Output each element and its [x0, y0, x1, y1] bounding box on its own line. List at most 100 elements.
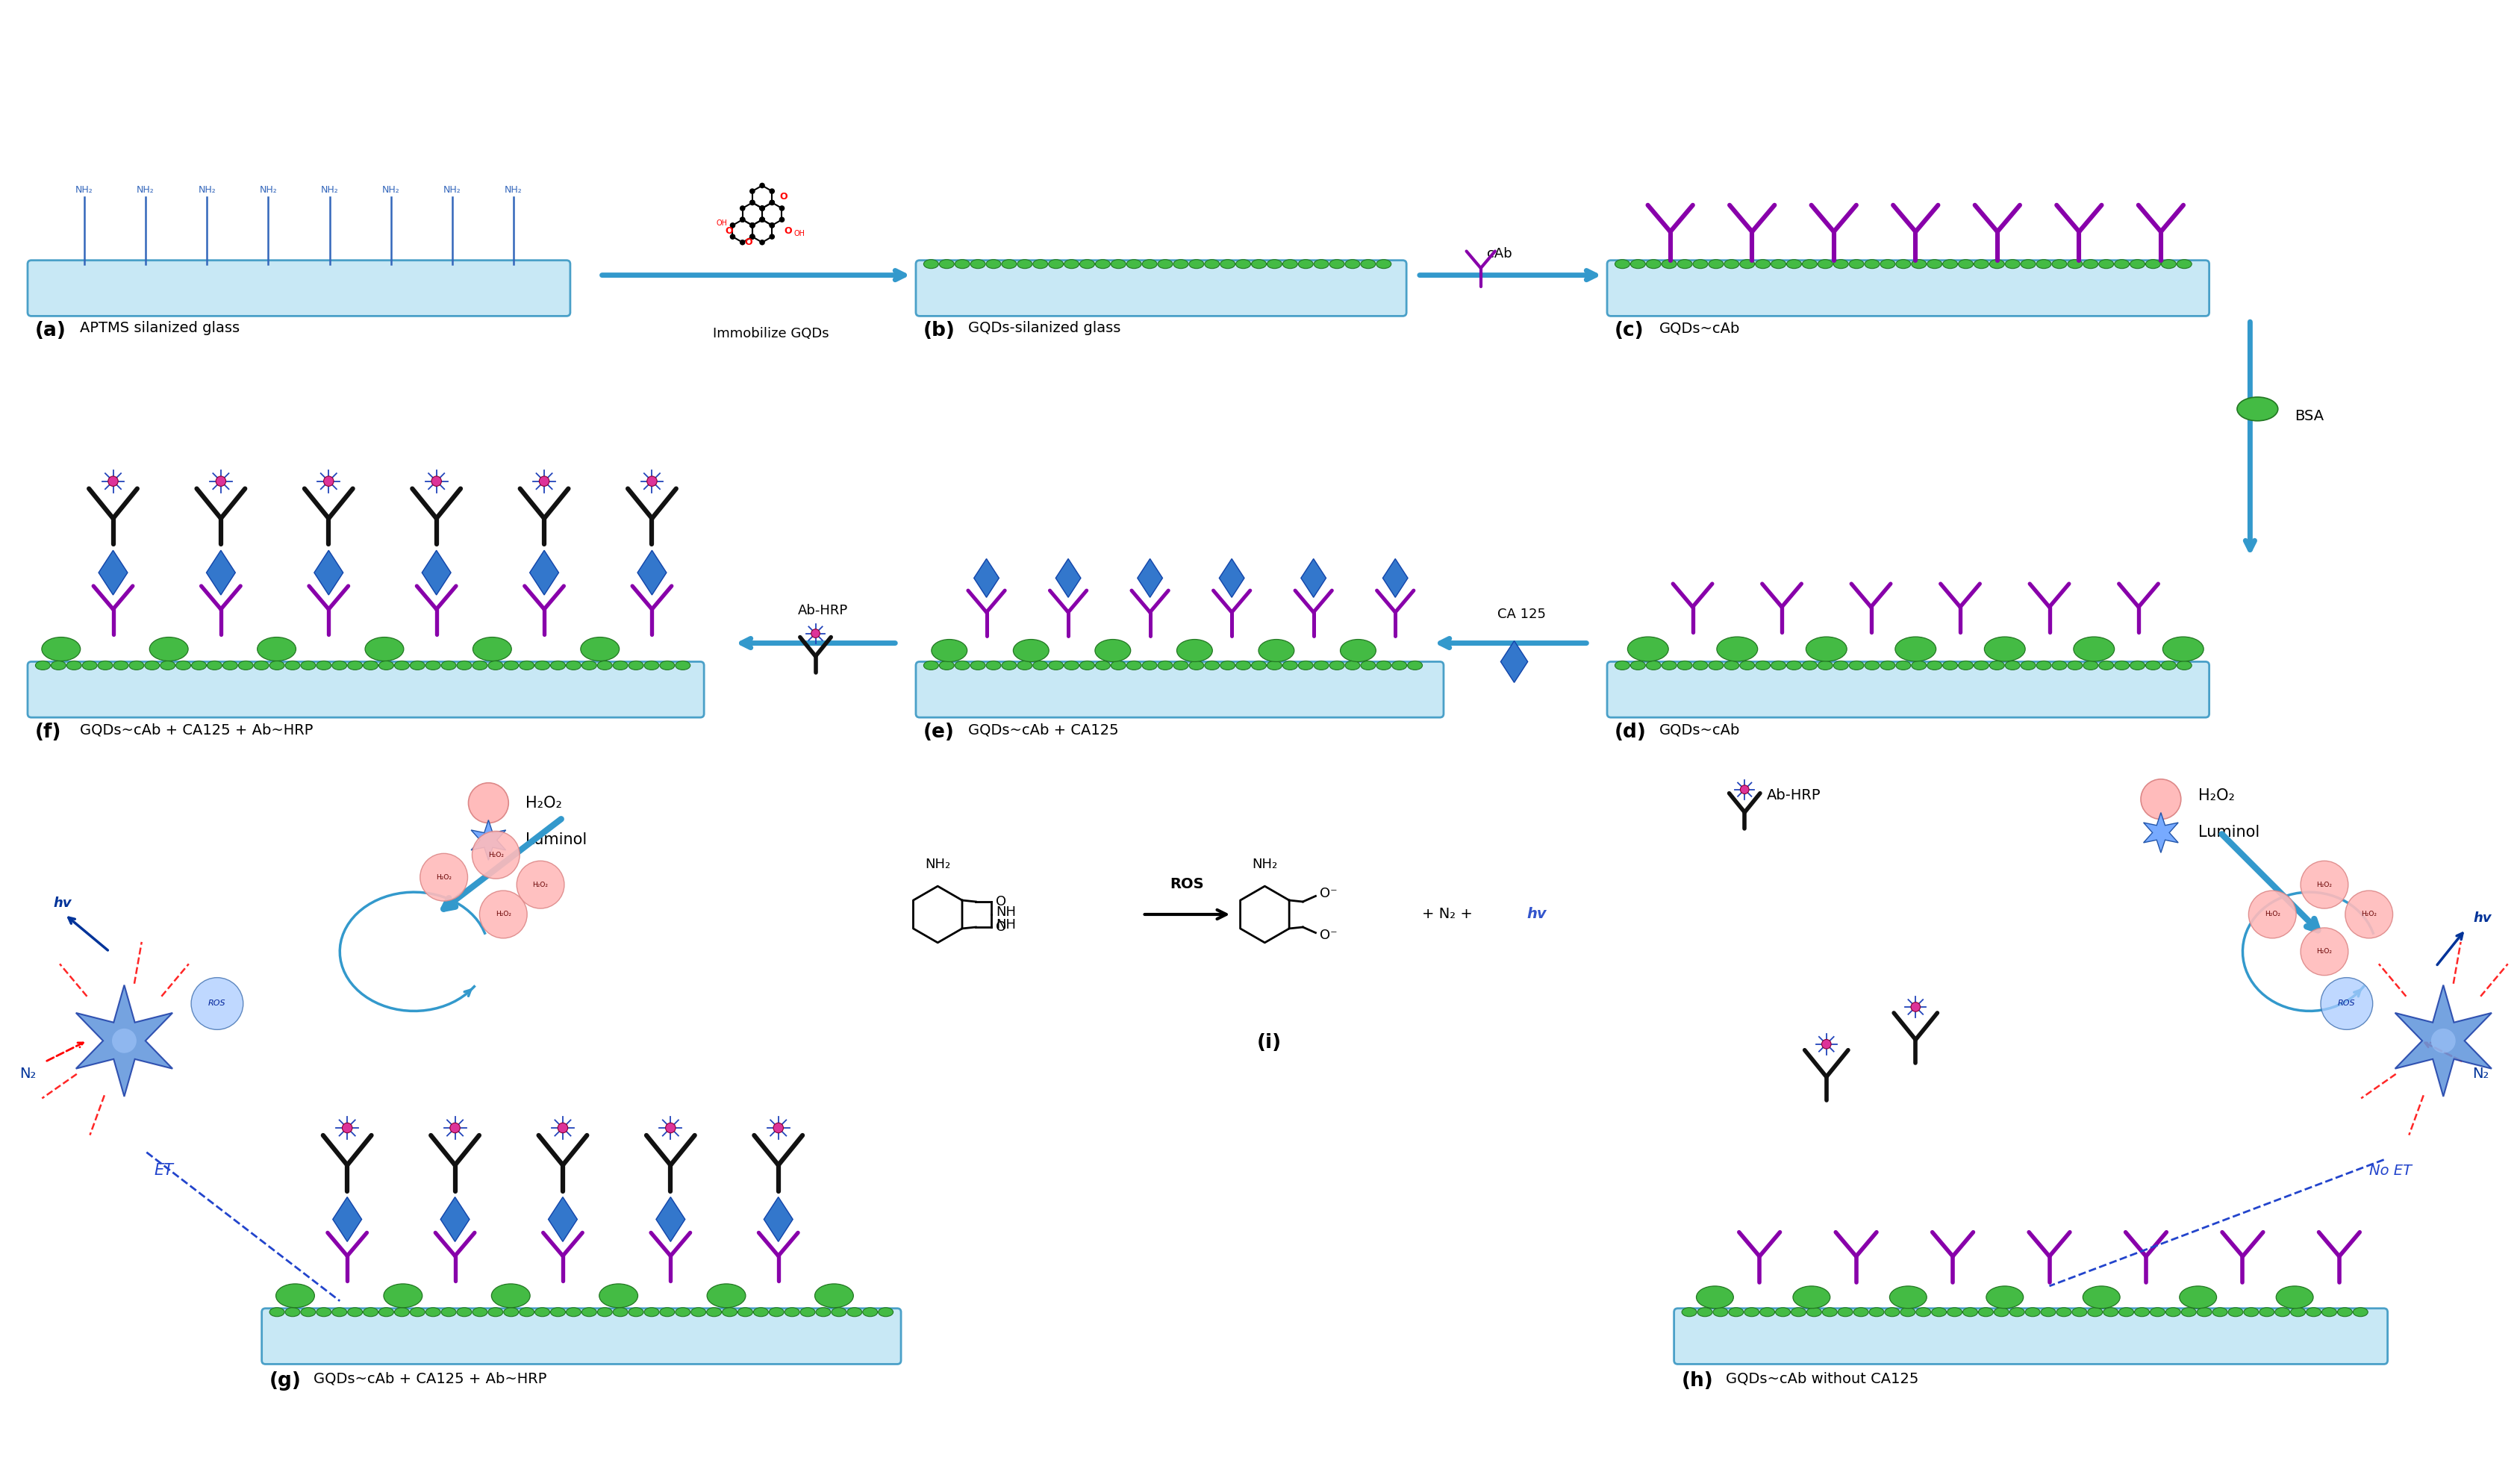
FancyBboxPatch shape	[262, 1308, 902, 1364]
Ellipse shape	[2213, 1308, 2228, 1317]
Text: H₂O₂: H₂O₂	[436, 873, 451, 881]
FancyBboxPatch shape	[1673, 1308, 2386, 1364]
Text: GQDs~cAb + CA125: GQDs~cAb + CA125	[968, 723, 1119, 738]
Ellipse shape	[1973, 661, 1988, 670]
Ellipse shape	[1744, 1308, 1759, 1317]
Ellipse shape	[1096, 661, 1111, 670]
Ellipse shape	[2099, 661, 2114, 670]
Circle shape	[759, 217, 766, 223]
Polygon shape	[973, 559, 998, 597]
Ellipse shape	[491, 1283, 529, 1308]
Circle shape	[741, 217, 746, 223]
Circle shape	[2301, 861, 2349, 909]
Ellipse shape	[879, 1308, 892, 1317]
Circle shape	[517, 861, 564, 909]
Ellipse shape	[1063, 260, 1079, 268]
Ellipse shape	[1792, 1308, 1807, 1317]
Text: hv: hv	[1527, 907, 1547, 922]
Ellipse shape	[708, 1283, 746, 1308]
Ellipse shape	[2036, 260, 2051, 268]
Ellipse shape	[567, 661, 582, 670]
Text: H₂O₂: H₂O₂	[532, 882, 549, 888]
Circle shape	[469, 783, 509, 823]
Text: GQDs~cAb + CA125 + Ab~HRP: GQDs~cAb + CA125 + Ab~HRP	[315, 1372, 547, 1385]
Ellipse shape	[378, 1308, 393, 1317]
Ellipse shape	[285, 661, 300, 670]
Ellipse shape	[2197, 1308, 2213, 1317]
Circle shape	[759, 205, 766, 211]
Ellipse shape	[456, 1308, 471, 1317]
Ellipse shape	[1096, 260, 1111, 268]
Ellipse shape	[1157, 260, 1172, 268]
Ellipse shape	[1948, 1308, 1963, 1317]
Text: O: O	[726, 226, 733, 236]
Circle shape	[1822, 1040, 1832, 1049]
Text: GQDs~cAb: GQDs~cAb	[1658, 322, 1739, 335]
Text: ROS: ROS	[209, 1000, 227, 1007]
Ellipse shape	[1681, 1308, 1696, 1317]
Ellipse shape	[2021, 260, 2036, 268]
Circle shape	[479, 891, 527, 938]
FancyBboxPatch shape	[1608, 260, 2210, 316]
Text: APTMS silanized glass: APTMS silanized glass	[81, 322, 239, 335]
Ellipse shape	[612, 661, 627, 670]
Ellipse shape	[363, 661, 378, 670]
Ellipse shape	[567, 1308, 582, 1317]
Ellipse shape	[1895, 637, 1935, 661]
Ellipse shape	[1346, 260, 1361, 268]
Circle shape	[748, 235, 756, 239]
Text: OH: OH	[794, 230, 804, 237]
Ellipse shape	[1189, 661, 1205, 670]
Ellipse shape	[207, 661, 222, 670]
Text: O: O	[743, 237, 751, 248]
Ellipse shape	[1958, 661, 1973, 670]
Ellipse shape	[1313, 260, 1328, 268]
Circle shape	[748, 199, 756, 205]
Ellipse shape	[1714, 1308, 1729, 1317]
Text: (g): (g)	[270, 1372, 302, 1391]
Ellipse shape	[333, 1308, 348, 1317]
Ellipse shape	[348, 661, 363, 670]
Ellipse shape	[1615, 260, 1630, 268]
Ellipse shape	[1678, 661, 1693, 670]
Circle shape	[769, 223, 774, 229]
Ellipse shape	[1678, 260, 1693, 268]
Circle shape	[731, 223, 736, 229]
Text: Luminol: Luminol	[2197, 825, 2260, 841]
Text: ROS: ROS	[2339, 1000, 2356, 1007]
Ellipse shape	[129, 661, 144, 670]
Polygon shape	[421, 550, 451, 594]
Text: (h): (h)	[1681, 1372, 1714, 1391]
Polygon shape	[2394, 985, 2492, 1096]
Ellipse shape	[1018, 260, 1033, 268]
Ellipse shape	[1787, 260, 1802, 268]
Ellipse shape	[690, 1308, 706, 1317]
Circle shape	[2301, 928, 2349, 975]
Polygon shape	[1300, 559, 1326, 597]
Circle shape	[741, 205, 746, 211]
Ellipse shape	[1268, 260, 1283, 268]
Ellipse shape	[43, 637, 81, 661]
Ellipse shape	[1257, 639, 1295, 662]
Ellipse shape	[1142, 260, 1157, 268]
Ellipse shape	[2036, 661, 2051, 670]
Ellipse shape	[519, 1308, 534, 1317]
Ellipse shape	[612, 1308, 627, 1317]
Text: O: O	[995, 895, 1005, 909]
Ellipse shape	[738, 1308, 753, 1317]
Circle shape	[748, 235, 756, 239]
Ellipse shape	[1298, 661, 1313, 670]
Ellipse shape	[955, 260, 970, 268]
Polygon shape	[655, 1198, 685, 1242]
Ellipse shape	[1928, 260, 1943, 268]
Ellipse shape	[1777, 1308, 1789, 1317]
Ellipse shape	[940, 661, 955, 670]
Circle shape	[811, 630, 819, 637]
Ellipse shape	[176, 661, 192, 670]
Ellipse shape	[832, 1308, 847, 1317]
Ellipse shape	[816, 1308, 832, 1317]
Ellipse shape	[1628, 637, 1668, 661]
Ellipse shape	[2119, 1308, 2134, 1317]
Circle shape	[2142, 779, 2180, 819]
Ellipse shape	[2162, 661, 2177, 670]
